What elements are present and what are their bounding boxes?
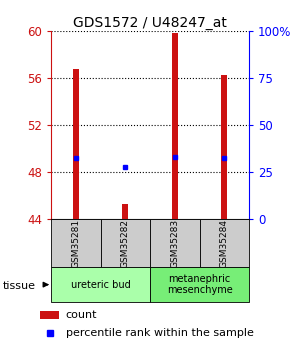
Bar	[100, 219, 150, 267]
Text: GDS1572 / U48247_at: GDS1572 / U48247_at	[73, 16, 227, 30]
Text: tissue: tissue	[3, 281, 36, 290]
Text: percentile rank within the sample: percentile rank within the sample	[66, 328, 254, 338]
Bar	[40, 312, 59, 318]
Bar	[73, 69, 79, 219]
Text: count: count	[66, 310, 97, 320]
Text: GSM35283: GSM35283	[170, 219, 179, 268]
Bar	[150, 267, 249, 302]
Bar	[150, 219, 200, 267]
Bar	[221, 75, 227, 219]
Text: ureteric bud: ureteric bud	[70, 280, 130, 289]
Text: GSM35284: GSM35284	[220, 219, 229, 268]
Bar	[172, 33, 178, 219]
Bar	[200, 219, 249, 267]
Bar	[51, 267, 150, 302]
Bar	[51, 219, 100, 267]
Text: metanephric
mesenchyme: metanephric mesenchyme	[167, 274, 232, 295]
Text: GSM35281: GSM35281	[71, 219, 80, 268]
Text: GSM35282: GSM35282	[121, 219, 130, 268]
Bar	[122, 204, 128, 219]
